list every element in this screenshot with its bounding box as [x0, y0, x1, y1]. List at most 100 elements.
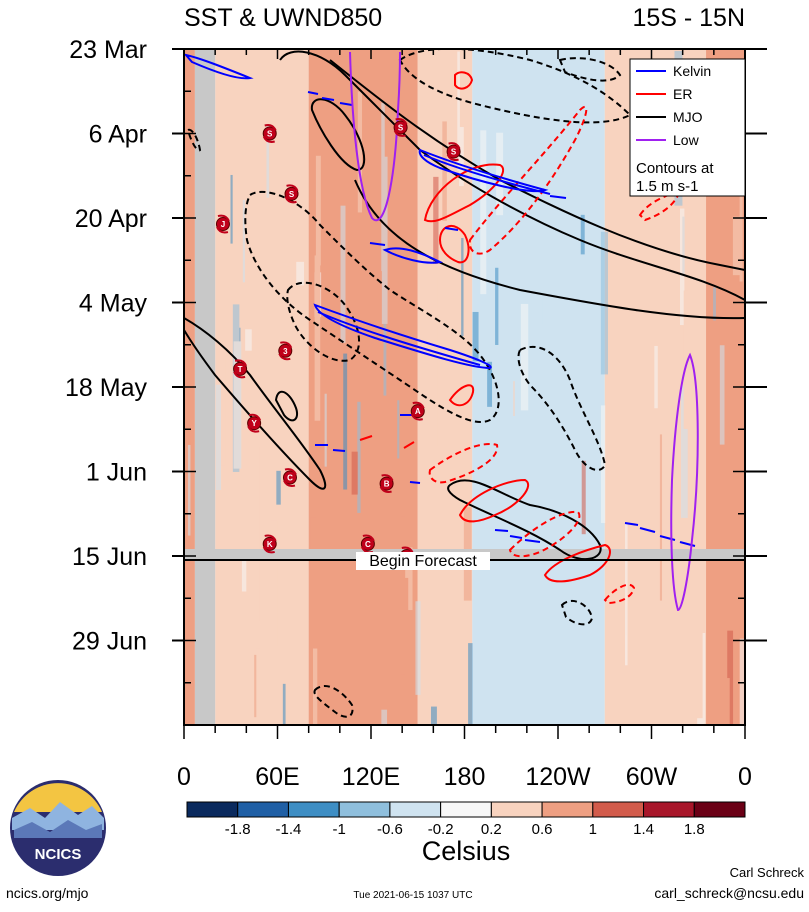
storm-marker: S	[393, 118, 408, 137]
shading-streak	[276, 470, 281, 505]
ncics-logo: NCICS	[10, 780, 106, 876]
legend-item: Low	[636, 132, 700, 148]
low-contours	[349, 51, 699, 612]
shading-streak	[381, 156, 388, 324]
storm-label: S	[267, 130, 273, 139]
storm-label: S	[289, 190, 295, 199]
shading-streak	[357, 401, 361, 513]
logo-text: NCICS	[35, 846, 82, 863]
shading-streak	[600, 405, 606, 524]
shading-streak	[580, 214, 585, 255]
shading-streak	[725, 678, 730, 725]
storm-label: Y	[251, 419, 257, 428]
region-label: 15S - 15N	[632, 4, 745, 32]
storm-markers: SSSSJT3YCKCBA2	[215, 118, 461, 566]
colorbar-label: Celsius	[422, 836, 511, 866]
colorbar-tick-label: -0.6	[377, 821, 403, 838]
colorbar-swatch	[440, 801, 492, 818]
shading-streak	[404, 547, 413, 611]
storm-marker: Y	[247, 413, 262, 433]
colorbar-swatch	[541, 801, 594, 818]
shading-streak	[312, 163, 316, 190]
shading-streak	[310, 517, 317, 570]
colorbar-swatch	[490, 801, 543, 818]
anomaly-band	[472, 49, 605, 725]
x-tick-label: 120E	[342, 763, 400, 791]
storm-label: S	[398, 123, 404, 132]
shading-streak	[415, 601, 421, 695]
shading-streak	[187, 444, 191, 536]
storm-marker: S	[262, 124, 277, 143]
colorbar-swatch	[287, 801, 340, 818]
legend-note-line2: 1.5 m s-1	[636, 178, 699, 195]
legend-item: Kelvin	[636, 63, 711, 79]
shading-streak	[381, 709, 388, 725]
shading-streak	[430, 706, 437, 725]
footer-url[interactable]: ncics.org/mjo	[6, 885, 89, 901]
shading-streak	[457, 51, 460, 171]
y-tick-label: 29 Jun	[72, 628, 147, 656]
legend-item: MJO	[636, 109, 703, 125]
shading-streak	[472, 311, 479, 362]
y-tick-label: 23 Mar	[69, 36, 147, 64]
shading-streak	[242, 199, 246, 283]
shading-streak	[627, 235, 631, 350]
shading-streak	[270, 520, 278, 647]
colorbar-swatch	[693, 801, 746, 818]
footer-author: Carl Schreck	[730, 865, 805, 880]
shading-streak	[405, 169, 411, 245]
x-axis: 0 60E 120E 180 120W 60W 0	[177, 49, 752, 791]
shading-streak	[468, 643, 473, 725]
shading-streak	[437, 277, 444, 447]
legend-label: MJO	[673, 109, 703, 125]
shading-streak	[732, 216, 741, 276]
storm-marker: 3	[278, 341, 293, 361]
shading-streak	[254, 654, 257, 718]
storm-label: J	[221, 220, 225, 229]
shading-streak	[496, 132, 504, 216]
storm-label: B	[384, 480, 390, 489]
footer-email[interactable]: carl_schreck@ncsu.edu	[654, 885, 804, 901]
x-tick-label: 120W	[525, 763, 591, 791]
y-tick-label: 6 Apr	[89, 121, 147, 149]
y-tick-label: 4 May	[79, 290, 148, 318]
storm-marker: S	[284, 184, 299, 204]
shading-streak	[351, 451, 358, 495]
shading-streak	[659, 434, 663, 601]
colorbar-tick-label: 0.2	[481, 821, 502, 838]
kelvin-contours	[184, 53, 696, 547]
y-tick-label: 1 Jun	[86, 459, 147, 487]
storm-marker: K	[262, 534, 277, 554]
y-tick-label: 20 Apr	[75, 205, 147, 233]
storm-label: S	[451, 148, 457, 157]
x-tick-label: 180	[444, 763, 486, 791]
shading-streak	[713, 287, 716, 321]
forecast-label-bg	[356, 552, 490, 570]
shading-streak	[654, 345, 658, 409]
colorbar-swatch	[592, 801, 645, 818]
shading-streak	[512, 381, 515, 417]
colorbar-tick-label: -1	[333, 821, 346, 838]
shading-streak	[442, 121, 447, 221]
shading-streak	[324, 393, 327, 467]
x-tick-label: 0	[177, 763, 191, 791]
shading-streak	[682, 216, 685, 276]
shading-streak	[400, 516, 406, 675]
chart-title: SST & UWND850	[184, 4, 382, 32]
shading-streak	[217, 357, 226, 466]
land-mask	[194, 49, 216, 725]
storm-marker: T	[233, 359, 248, 379]
storm-label: C	[365, 540, 371, 549]
shading-streak	[282, 683, 286, 725]
storm-label: T	[238, 365, 243, 374]
shading-streak	[681, 385, 688, 518]
x-tick-label: 0	[738, 763, 752, 791]
shading-streak	[727, 630, 734, 725]
shading-streak	[230, 174, 233, 244]
colorbar-tick-label: -1.4	[276, 821, 302, 838]
anomaly-band	[215, 49, 309, 725]
fine-streaks	[187, 51, 745, 725]
x-tick-label: 60W	[626, 763, 678, 791]
colorbar-tick-label: 1.8	[684, 821, 705, 838]
